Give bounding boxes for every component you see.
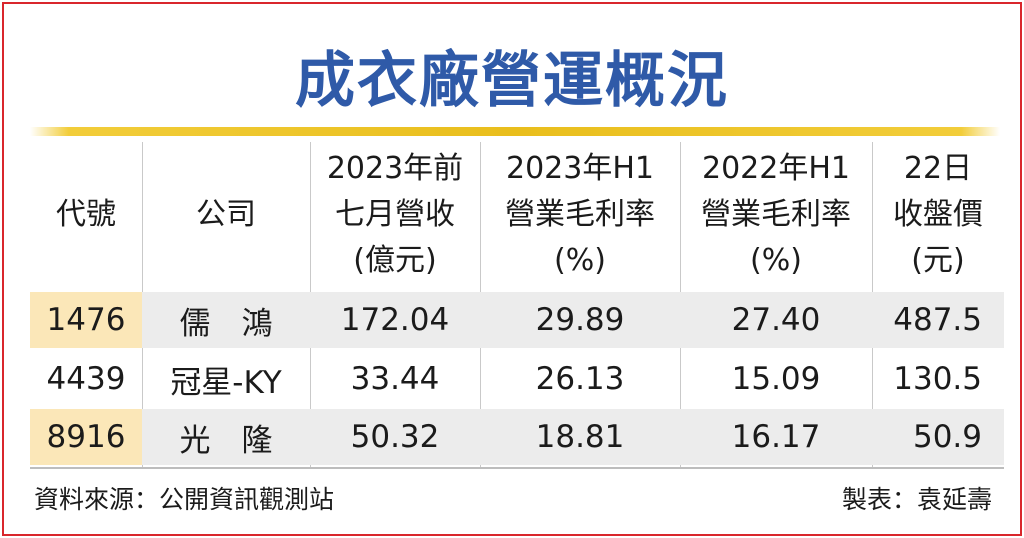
cell-code: 4439 xyxy=(46,361,126,397)
table-bottom-rule xyxy=(30,467,1004,469)
header-revenue-line-1: 2023年前 xyxy=(326,151,464,186)
header-code: 代號 xyxy=(30,144,142,286)
chart-title: 成衣廠營運概況 xyxy=(295,46,729,116)
header-close-price: 22日 收盤價 (元) xyxy=(872,144,1004,286)
table-header: 代號 公司 2023年前 七月營收 (億元) 2023年H1 營業毛利率 (%)… xyxy=(30,144,1004,286)
cell-company: 冠星-KY xyxy=(170,364,282,401)
header-revenue: 2023年前 七月營收 (億元) xyxy=(310,144,480,286)
header-revenue-line-2: 七月營收 xyxy=(335,197,455,232)
header-revenue-line-3: (億元) xyxy=(353,243,437,278)
header-margin-2023-line-2: 營業毛利率 xyxy=(505,197,655,232)
cell-margin-2023: 18.81 xyxy=(535,419,625,455)
cell-company: 光 隆 xyxy=(179,422,273,459)
title-divider xyxy=(30,127,1000,136)
maker-note: 製表：袁延壽 xyxy=(841,485,992,514)
source-note: 資料來源：公開資訊觀測站 xyxy=(34,485,335,514)
table-row: 8916 光 隆 50.32 18.81 16.17 50.9 xyxy=(30,409,1004,465)
cell-margin-2022: 27.40 xyxy=(731,302,821,338)
header-margin-2022-line-2: 營業毛利率 xyxy=(701,197,851,232)
cell-code: 1476 xyxy=(46,302,126,338)
table-row: 4439 冠星-KY 33.44 26.13 15.09 130.5 xyxy=(30,351,1004,407)
cell-margin-2022: 15.09 xyxy=(731,361,821,397)
header-margin-2023: 2023年H1 營業毛利率 (%) xyxy=(480,144,680,286)
cell-revenue: 172.04 xyxy=(340,302,450,338)
cell-close-price: 487.5 xyxy=(893,302,982,338)
header-company: 公司 xyxy=(142,144,310,286)
cell-margin-2023: 26.13 xyxy=(535,361,625,397)
cell-close-price: 50.9 xyxy=(912,419,982,455)
header-margin-2022-line-1: 2022年H1 xyxy=(702,151,850,186)
code-cell-highlight xyxy=(30,292,142,348)
cell-revenue: 50.32 xyxy=(350,419,440,455)
table-row: 1476 儒 鴻 172.04 29.89 27.40 487.5 xyxy=(30,292,1004,348)
cell-close-price: 130.5 xyxy=(893,361,982,397)
header-company-line: 公司 xyxy=(196,197,256,232)
header-close-price-line-3: (元) xyxy=(911,243,965,278)
cell-margin-2022: 16.17 xyxy=(731,419,821,455)
cell-company: 儒 鴻 xyxy=(179,305,273,342)
cell-code: 8916 xyxy=(46,419,126,455)
header-margin-2022-line-3: (%) xyxy=(750,243,802,278)
cell-revenue: 33.44 xyxy=(350,361,440,397)
header-margin-2022: 2022年H1 營業毛利率 (%) xyxy=(680,144,872,286)
cell-margin-2023: 29.89 xyxy=(535,302,625,338)
header-margin-2023-line-1: 2023年H1 xyxy=(506,151,654,186)
header-code-line: 代號 xyxy=(56,197,116,232)
header-close-price-line-1: 22日 xyxy=(903,151,973,186)
header-close-price-line-2: 收盤價 xyxy=(893,197,983,232)
header-margin-2023-line-3: (%) xyxy=(554,243,606,278)
code-cell-highlight xyxy=(30,409,142,465)
